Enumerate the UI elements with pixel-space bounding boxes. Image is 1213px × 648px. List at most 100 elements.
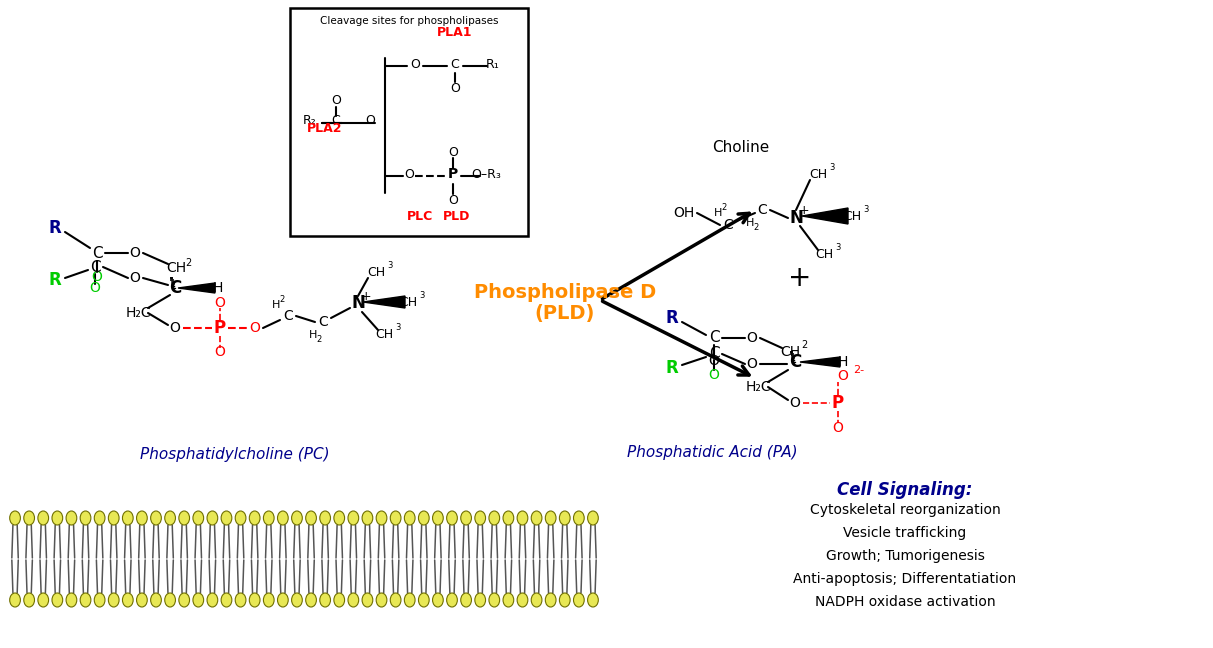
Ellipse shape [207, 593, 218, 607]
Ellipse shape [38, 593, 49, 607]
Bar [290, 8, 528, 236]
Text: PLA2: PLA2 [307, 122, 343, 135]
Ellipse shape [24, 593, 34, 607]
Ellipse shape [165, 593, 176, 607]
Text: O: O [448, 146, 459, 159]
Ellipse shape [348, 593, 359, 607]
Ellipse shape [446, 593, 457, 607]
Ellipse shape [517, 593, 528, 607]
Ellipse shape [361, 593, 372, 607]
Ellipse shape [137, 511, 147, 525]
Text: CH: CH [815, 248, 833, 262]
Text: +: + [360, 290, 371, 303]
Text: O: O [450, 82, 460, 95]
Ellipse shape [391, 593, 402, 607]
Text: C: C [450, 58, 460, 71]
Ellipse shape [193, 593, 204, 607]
Text: CH: CH [375, 329, 393, 341]
Ellipse shape [52, 593, 63, 607]
Ellipse shape [559, 593, 570, 607]
Text: R: R [49, 219, 62, 237]
Polygon shape [802, 208, 848, 224]
Text: NADPH oxidase activation: NADPH oxidase activation [815, 595, 996, 609]
Text: 3: 3 [387, 262, 393, 270]
Text: C: C [788, 353, 801, 371]
Ellipse shape [66, 511, 76, 525]
Text: Growth; Tumorigenesis: Growth; Tumorigenesis [826, 549, 985, 563]
Text: O: O [837, 369, 848, 383]
Text: O: O [790, 396, 801, 410]
Ellipse shape [178, 511, 189, 525]
Text: +: + [788, 264, 811, 292]
Ellipse shape [178, 593, 189, 607]
Text: R: R [666, 359, 678, 377]
Polygon shape [363, 296, 405, 308]
Text: 2: 2 [184, 258, 192, 268]
Ellipse shape [108, 511, 119, 525]
Text: O: O [331, 95, 341, 108]
Text: O: O [365, 115, 375, 128]
Ellipse shape [391, 511, 402, 525]
Text: C: C [723, 218, 733, 232]
Text: Anti-apoptosis; Differentatiation: Anti-apoptosis; Differentatiation [793, 572, 1016, 586]
Ellipse shape [306, 593, 317, 607]
Text: N: N [790, 209, 803, 227]
Ellipse shape [418, 511, 429, 525]
Ellipse shape [503, 511, 514, 525]
Ellipse shape [474, 511, 485, 525]
Ellipse shape [546, 511, 556, 525]
Text: O: O [708, 354, 719, 368]
Ellipse shape [404, 593, 415, 607]
Ellipse shape [587, 511, 598, 525]
Text: H: H [272, 300, 280, 310]
Text: O: O [130, 271, 141, 285]
Text: 3: 3 [864, 205, 869, 213]
Ellipse shape [221, 593, 232, 607]
Ellipse shape [123, 511, 133, 525]
Text: C: C [92, 246, 102, 260]
Ellipse shape [80, 511, 91, 525]
Text: O: O [448, 194, 459, 207]
Ellipse shape [503, 593, 514, 607]
Ellipse shape [24, 511, 34, 525]
Text: Vesicle trafficking: Vesicle trafficking [843, 526, 967, 540]
Ellipse shape [291, 593, 302, 607]
Ellipse shape [150, 511, 161, 525]
Ellipse shape [278, 511, 289, 525]
Text: H: H [746, 218, 754, 228]
Text: 2: 2 [722, 203, 727, 213]
Text: Choline: Choline [712, 141, 769, 156]
Bar [318, 93, 374, 123]
Ellipse shape [10, 511, 21, 525]
Text: O: O [250, 321, 261, 335]
Text: Cytoskeletal reorganization: Cytoskeletal reorganization [809, 503, 1001, 517]
Text: O: O [215, 296, 226, 310]
Text: CH: CH [780, 345, 801, 359]
Text: R: R [49, 271, 62, 289]
Text: O–R₃: O–R₃ [471, 167, 501, 181]
Text: PLC: PLC [406, 209, 433, 222]
Text: H₂C: H₂C [125, 306, 150, 320]
Text: H: H [309, 330, 317, 340]
Ellipse shape [320, 511, 330, 525]
Text: 2-: 2- [853, 365, 864, 375]
Text: 3: 3 [836, 244, 841, 253]
Ellipse shape [10, 593, 21, 607]
Text: CH: CH [843, 209, 861, 222]
Text: C: C [169, 279, 181, 297]
Ellipse shape [320, 593, 330, 607]
Text: R₂: R₂ [303, 115, 317, 128]
Ellipse shape [574, 593, 585, 607]
Text: 3: 3 [830, 163, 835, 172]
Text: C: C [708, 330, 719, 345]
Text: P: P [448, 167, 459, 181]
Ellipse shape [52, 511, 63, 525]
Text: C: C [708, 347, 719, 362]
Text: OH: OH [673, 206, 695, 220]
Ellipse shape [221, 511, 232, 525]
Text: O: O [746, 331, 757, 345]
Ellipse shape [489, 511, 500, 525]
Text: O: O [170, 321, 181, 335]
Text: +: + [798, 203, 809, 216]
Ellipse shape [334, 593, 344, 607]
